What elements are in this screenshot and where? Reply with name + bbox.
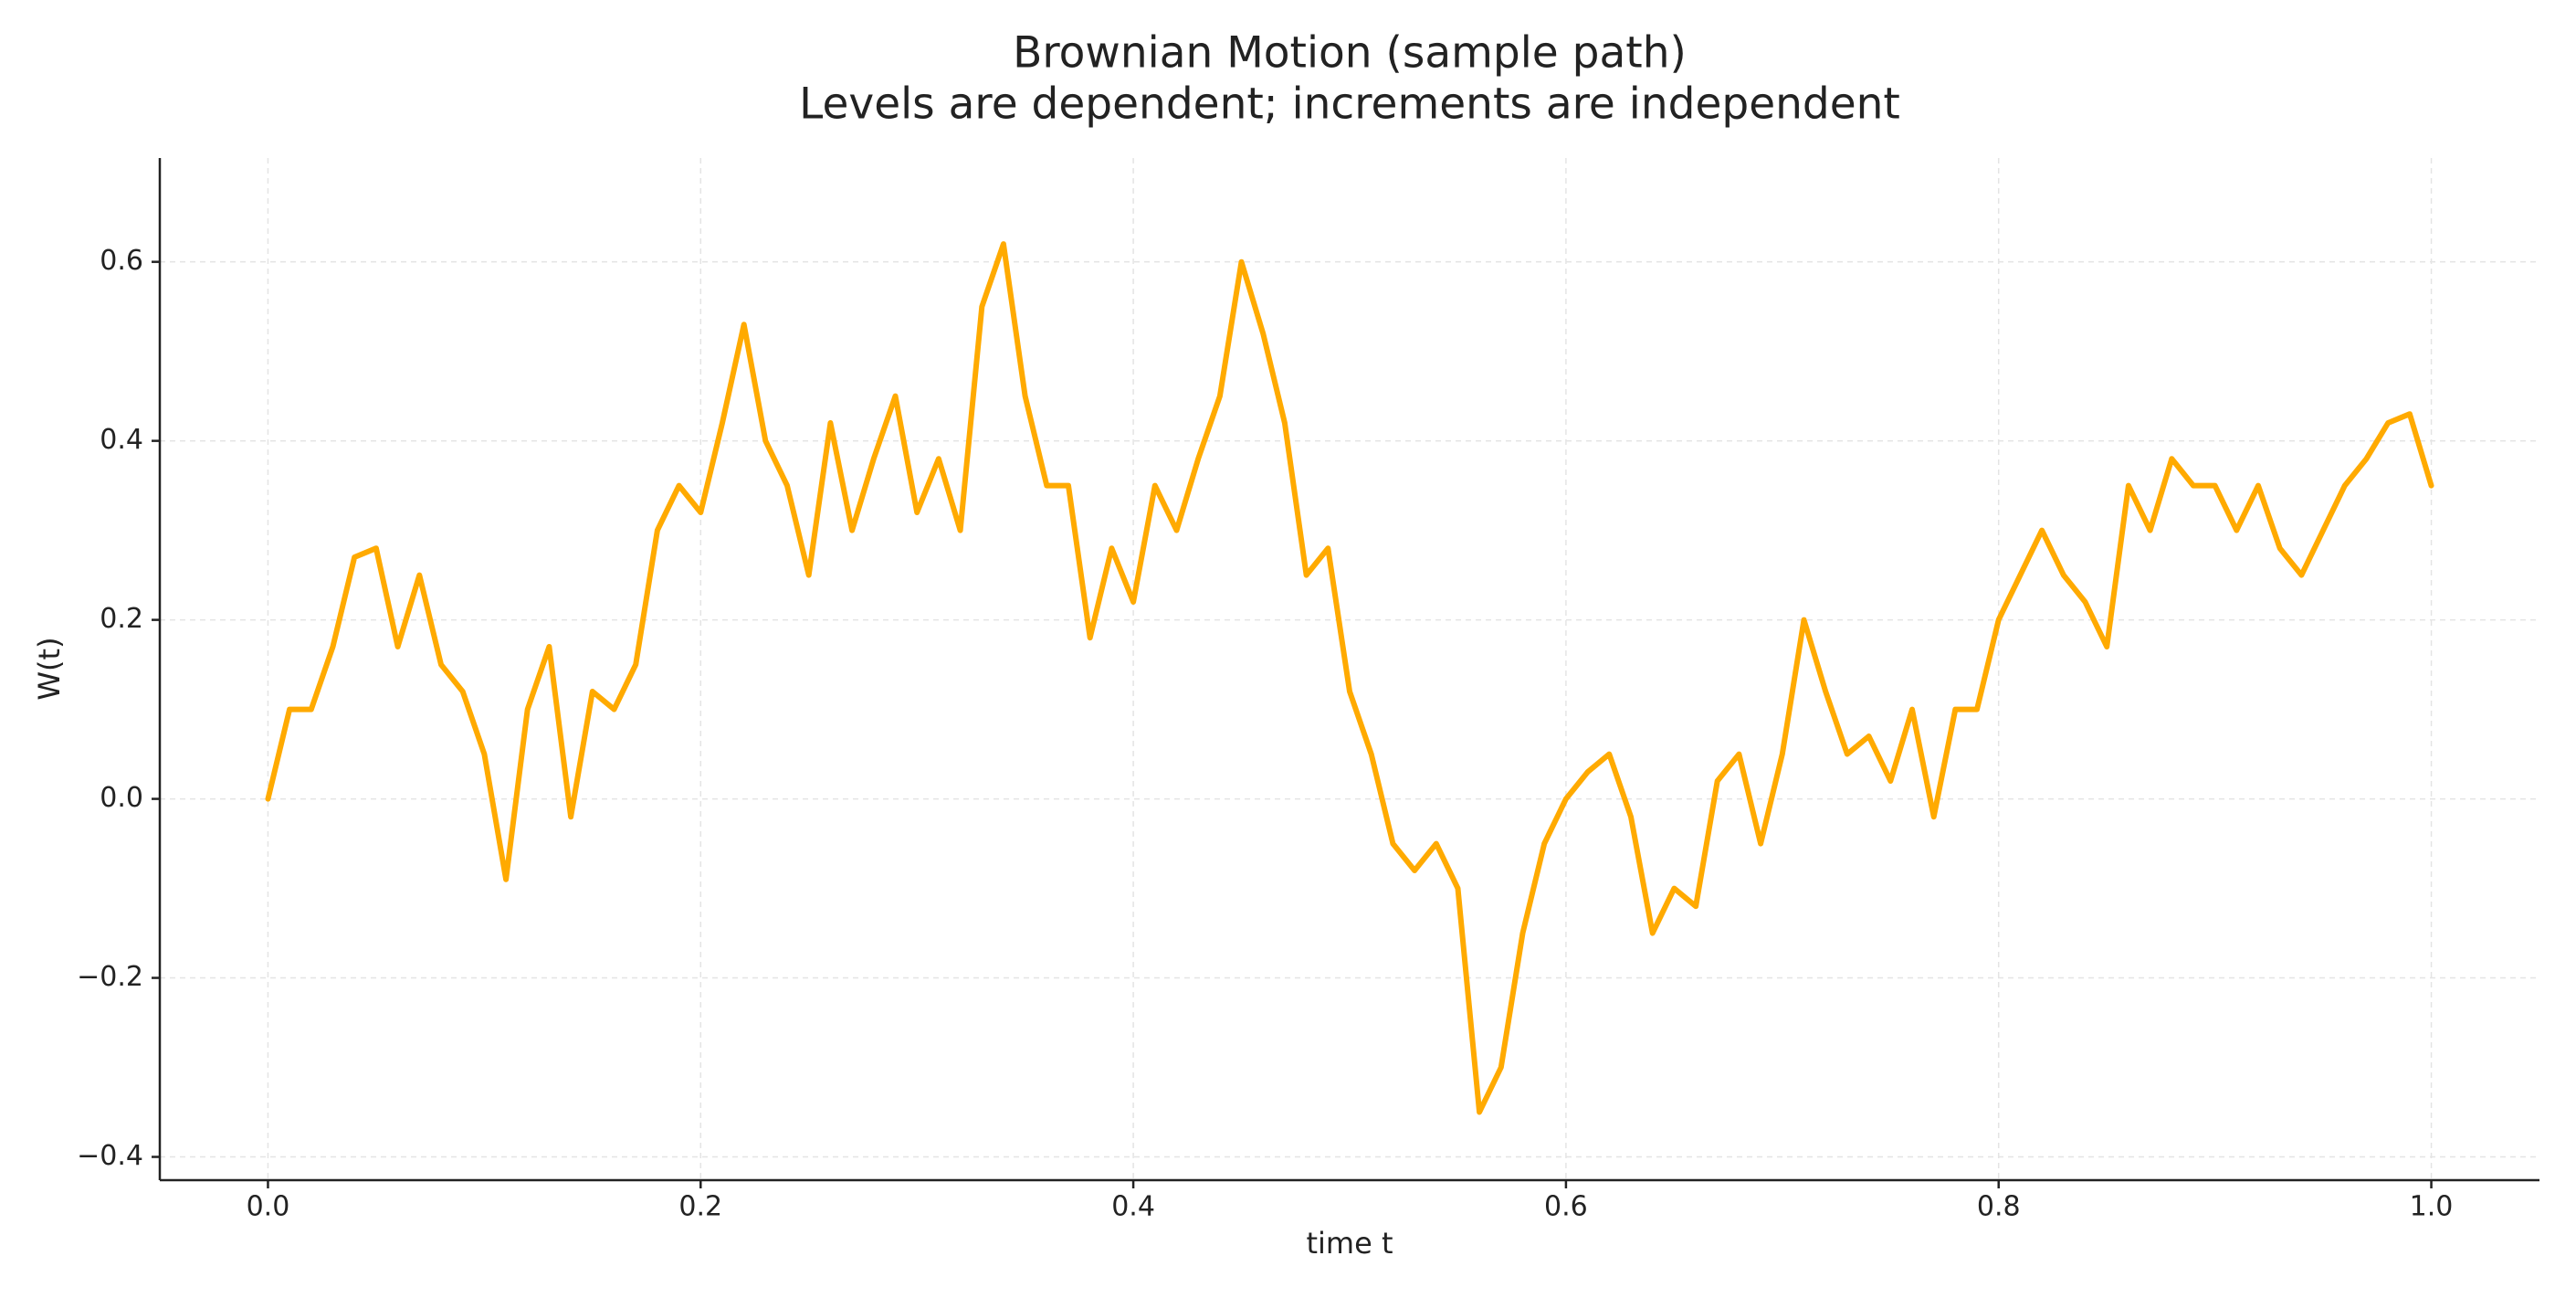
- line-series: [265, 241, 2434, 1115]
- x-tick-label: 1.0: [2410, 1191, 2454, 1223]
- y-tick-label: −0.4: [77, 1140, 143, 1172]
- x-axis-label: time t: [1306, 1226, 1393, 1261]
- chart-subtitle: Levels are dependent; increments are ind…: [799, 79, 1900, 130]
- y-tick-label: 0.0: [100, 782, 143, 814]
- x-tick-label: 0.4: [1111, 1191, 1155, 1223]
- x-tick-label: 0.0: [247, 1191, 290, 1223]
- y-tick-label: −0.2: [77, 961, 143, 993]
- x-tick-label: 0.8: [1977, 1191, 2021, 1223]
- y-tick-label: 0.4: [100, 424, 143, 456]
- chart-title: Brownian Motion (sample path): [1013, 28, 1687, 79]
- y-tick-label: 0.2: [100, 603, 143, 635]
- x-tick-label: 0.2: [678, 1191, 722, 1223]
- y-tick-label: 0.6: [100, 245, 143, 277]
- x-tick-label: 0.6: [1544, 1191, 1588, 1223]
- y-axis-label: W(t): [32, 637, 67, 700]
